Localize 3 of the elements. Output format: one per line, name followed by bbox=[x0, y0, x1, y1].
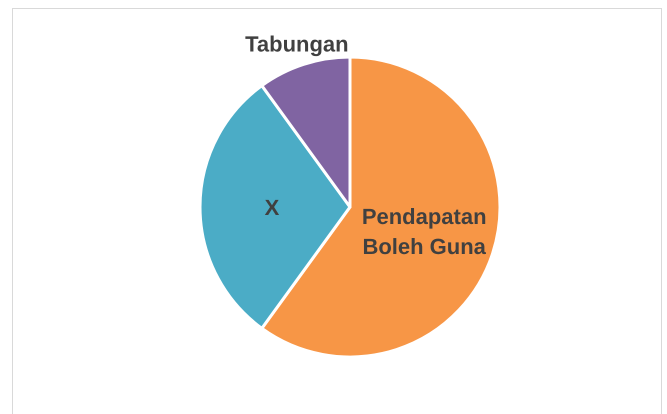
slice-label: X bbox=[264, 194, 280, 220]
slice-label: Pendapatan Boleh Guna bbox=[362, 204, 487, 259]
slice-label: Tabungan bbox=[245, 30, 349, 56]
